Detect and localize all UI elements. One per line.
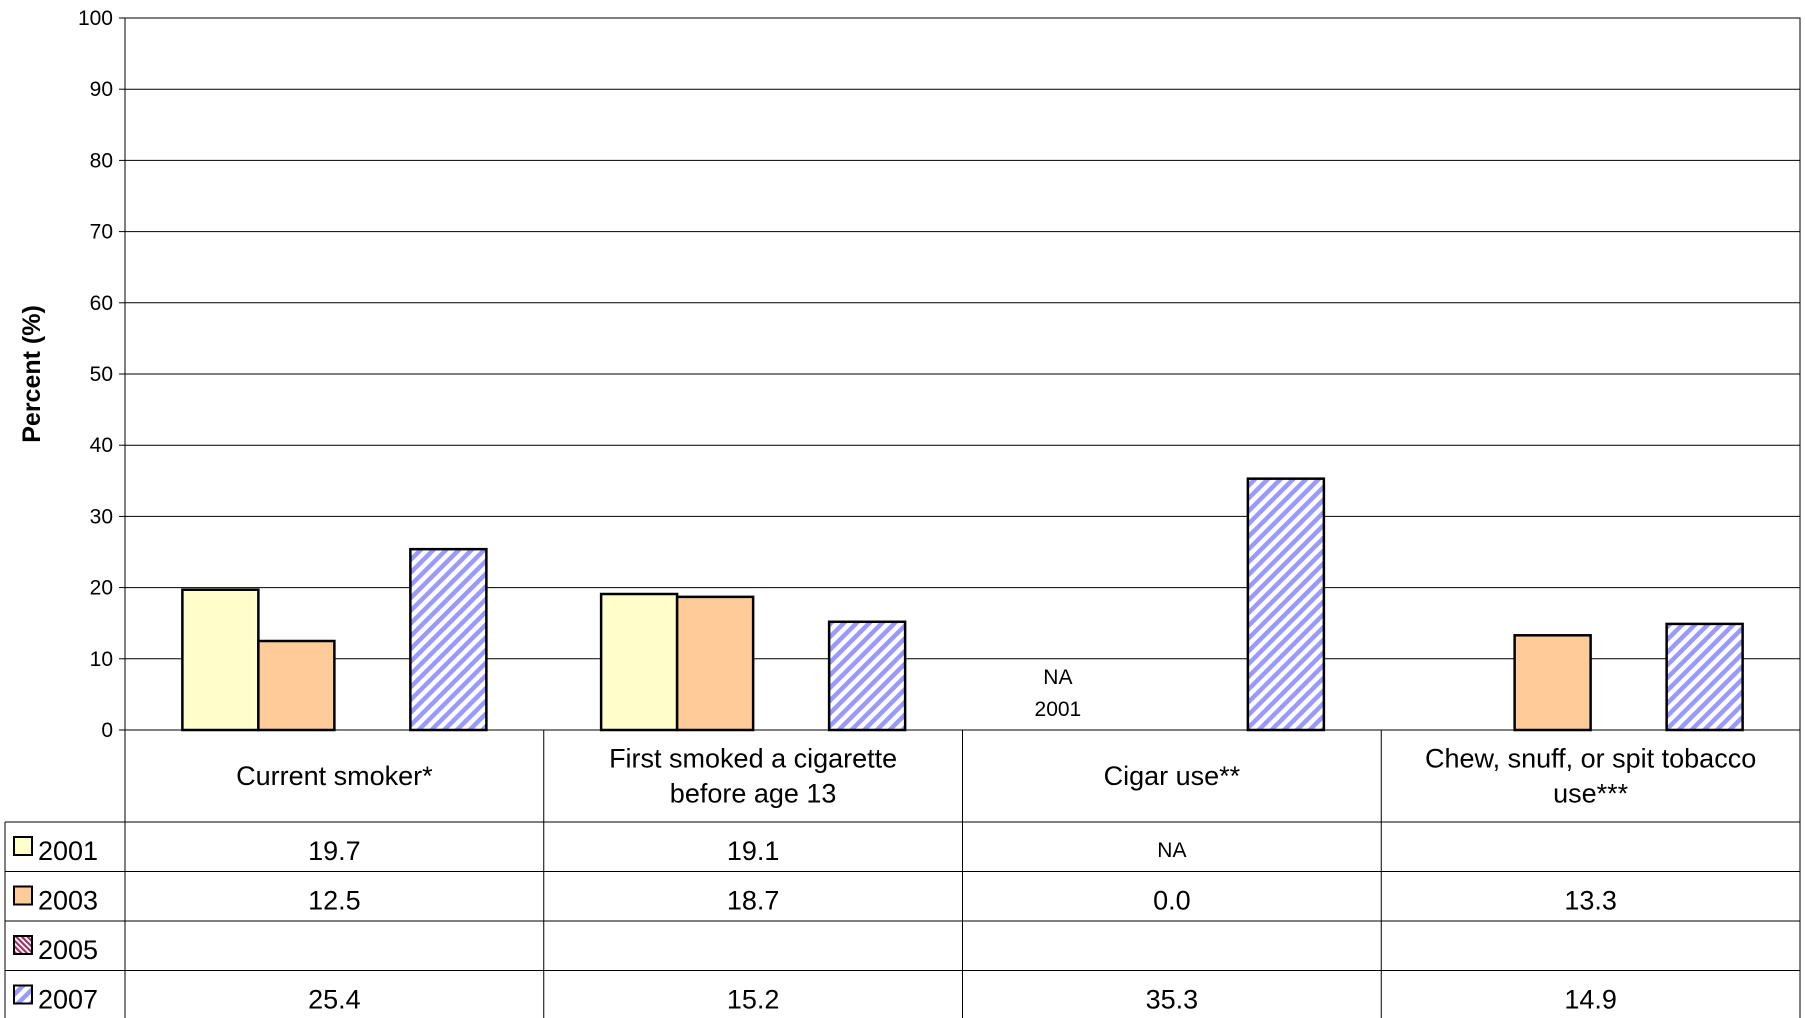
bar-2007 xyxy=(827,620,907,732)
table-cell-value: 14.9 xyxy=(1564,985,1617,1015)
annotation-label: 2001 xyxy=(1035,698,1082,721)
legend-label: 2005 xyxy=(38,935,98,965)
legend-label: 2007 xyxy=(38,985,98,1015)
table-cell-value: 15.2 xyxy=(727,985,780,1015)
y-tick-label: 40 xyxy=(90,434,113,457)
table-cell-value: 13.3 xyxy=(1564,886,1617,916)
annotation-label: NA xyxy=(1043,666,1072,689)
y-tick-label: 10 xyxy=(90,648,113,671)
y-tick-label: 100 xyxy=(78,7,113,30)
bar-2007 xyxy=(1246,477,1326,732)
legend-label: 2001 xyxy=(38,836,98,866)
y-tick-label: 30 xyxy=(90,505,113,528)
table-cell-value: 35.3 xyxy=(1146,985,1199,1015)
category-label: Cigar use** xyxy=(1104,761,1241,791)
y-tick-label: 80 xyxy=(90,149,113,172)
category-label: before age 13 xyxy=(670,779,837,809)
category-label: Current smoker* xyxy=(236,761,433,791)
bar-2003 xyxy=(257,639,336,732)
category-label: Chew, snuff, or spit tobacco xyxy=(1425,744,1756,774)
legend-swatch-2007 xyxy=(13,984,33,1005)
legend-swatch-2005 xyxy=(13,935,33,955)
legend-swatch-2003 xyxy=(13,885,33,906)
table-cell-value: 19.1 xyxy=(727,836,780,866)
y-tick-label: 50 xyxy=(90,363,113,386)
bar-2007 xyxy=(1665,622,1744,732)
bar-2003 xyxy=(1513,634,1592,732)
legend-swatch-2001 xyxy=(13,836,33,856)
category-label: use*** xyxy=(1553,779,1629,809)
table-cell-value: 0.0 xyxy=(1153,886,1191,916)
bar-2007 xyxy=(409,547,488,732)
bar-2001 xyxy=(181,588,260,732)
table-cell-value: 19.7 xyxy=(308,836,361,866)
y-tick-label: 20 xyxy=(90,577,113,600)
legend-label: 2003 xyxy=(38,886,98,916)
y-axis-label: Percent (%) xyxy=(18,305,46,443)
y-tick-label: 0 xyxy=(101,719,113,742)
category-label: First smoked a cigarette xyxy=(609,744,897,774)
bar-2001 xyxy=(599,592,679,732)
y-tick-label: 60 xyxy=(90,292,113,315)
table-cell-value: 25.4 xyxy=(308,985,361,1015)
table-cell-value: 18.7 xyxy=(727,886,780,916)
y-tick-label: 90 xyxy=(90,78,113,101)
table-cell-value: 12.5 xyxy=(308,886,361,916)
table-cell-value: NA xyxy=(1157,839,1186,862)
y-tick-label: 70 xyxy=(90,221,113,244)
bar-2003 xyxy=(675,595,755,732)
